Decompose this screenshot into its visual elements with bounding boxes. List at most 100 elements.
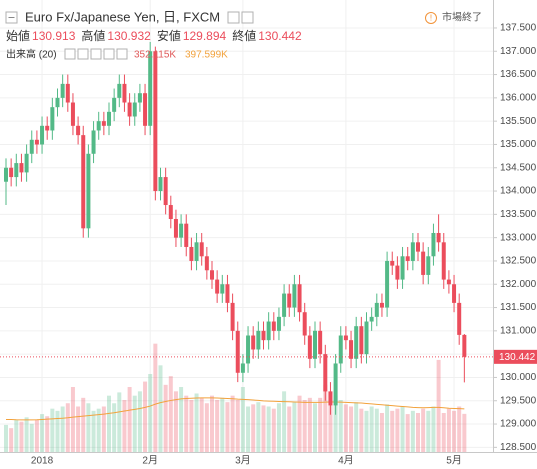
- x-tick-label: 2018: [31, 456, 54, 467]
- candle-body: [251, 335, 256, 350]
- candle-body: [4, 167, 8, 182]
- candle-body: [276, 316, 281, 331]
- volume-bar: [446, 408, 451, 452]
- volume-bar: [210, 395, 214, 452]
- y-tick-label: 131.000: [500, 325, 537, 336]
- volume-bar: [179, 387, 184, 452]
- volume-bar: [364, 410, 369, 452]
- candle-body: [173, 219, 178, 238]
- candle-body: [374, 302, 379, 317]
- candle-body: [76, 125, 81, 136]
- volume-bar: [29, 423, 34, 452]
- y-tick-label: 137.000: [500, 46, 537, 57]
- candle-body: [14, 163, 19, 178]
- candle-body: [452, 284, 457, 303]
- candle-body: [230, 302, 235, 331]
- candle-body: [204, 256, 209, 271]
- ohlc-label: 安値: [157, 28, 181, 43]
- candle-body: [132, 102, 137, 117]
- candle-body: [385, 260, 390, 308]
- candle-body: [117, 83, 122, 98]
- candle-body: [9, 167, 14, 178]
- market-status: 市場終了: [442, 11, 482, 24]
- candle-body: [112, 97, 117, 112]
- candle-body: [194, 242, 199, 261]
- volume-bar: [343, 404, 348, 452]
- volume-button[interactable]: [64, 48, 76, 60]
- candle-body: [210, 270, 214, 280]
- y-tick-label: 134.500: [500, 162, 537, 173]
- volume-bar: [107, 395, 111, 452]
- volume-bar: [276, 403, 281, 452]
- volume-bar: [194, 393, 199, 452]
- volume-bar: [436, 359, 441, 452]
- volume-button[interactable]: [77, 48, 89, 60]
- volume-bar: [349, 406, 354, 452]
- volume-button[interactable]: [116, 48, 128, 60]
- x-tick-label: 3月: [235, 455, 251, 467]
- last-price-label: 130.442: [499, 352, 536, 363]
- candle-body: [282, 293, 287, 317]
- ohlc-label: 終値: [232, 28, 256, 43]
- candle-body: [50, 107, 55, 131]
- volume-bar: [271, 408, 276, 452]
- volume-bar: [302, 400, 307, 452]
- candle-body: [189, 246, 194, 261]
- candle-body: [163, 177, 168, 206]
- volume-button[interactable]: [90, 48, 102, 60]
- settings-button[interactable]: [227, 11, 240, 24]
- volume-bar: [235, 400, 240, 452]
- candle-body: [313, 330, 317, 359]
- volume-bar: [45, 416, 50, 452]
- candle-body: [122, 83, 127, 103]
- candle-body: [179, 223, 184, 238]
- candle-body: [328, 391, 333, 406]
- volume-bar: [400, 406, 405, 452]
- volume-bar: [9, 428, 14, 452]
- volume-value: 352.115K: [134, 50, 176, 61]
- volume-bar: [24, 417, 29, 452]
- status-icon: [425, 12, 437, 24]
- candle-body: [307, 335, 312, 359]
- candle-body: [168, 205, 173, 220]
- y-tick-label: 133.500: [500, 209, 537, 220]
- candle-body: [158, 177, 163, 192]
- volume-bar: [148, 374, 153, 452]
- candle-body: [359, 326, 364, 355]
- chart-title: Euro Fx/Japanese Yen, 日, FXCM: [25, 9, 220, 24]
- volume-bar: [297, 395, 302, 452]
- candle-body: [29, 139, 34, 154]
- volume-button[interactable]: [103, 48, 115, 60]
- candle-body: [235, 330, 240, 373]
- volume-bar: [76, 406, 81, 452]
- volume-bar: [457, 406, 462, 452]
- volume-bar: [405, 414, 410, 452]
- candle-body: [60, 83, 65, 98]
- volume-ma-line: [6, 397, 465, 421]
- candle-body: [96, 121, 101, 131]
- candle-body: [225, 284, 230, 303]
- settings-button[interactable]: [241, 11, 254, 24]
- volume-bar: [318, 397, 323, 452]
- volume-bar: [19, 421, 24, 452]
- candle-body: [338, 335, 343, 364]
- ohlc-legend: 始値 130.913 高値 130.932 安値 129.894 終値 130.442: [6, 28, 302, 43]
- candle-body: [148, 51, 153, 126]
- candle-body: [40, 125, 45, 145]
- candle-body: [318, 330, 323, 355]
- volume-bar: [86, 403, 91, 452]
- candle-body: [421, 251, 426, 275]
- volume-bar: [230, 395, 235, 452]
- volume-bar: [256, 402, 261, 452]
- volume-bar: [14, 419, 19, 452]
- volume-bar: [395, 408, 400, 452]
- candle-body: [215, 279, 220, 294]
- volume-bar: [163, 384, 168, 452]
- y-tick-label: 136.500: [500, 69, 537, 80]
- volume-bar: [462, 413, 467, 452]
- volume-bar: [4, 424, 8, 452]
- candle-body: [400, 256, 405, 280]
- y-tick-label: 129.500: [500, 395, 537, 406]
- volume-bar: [189, 400, 194, 452]
